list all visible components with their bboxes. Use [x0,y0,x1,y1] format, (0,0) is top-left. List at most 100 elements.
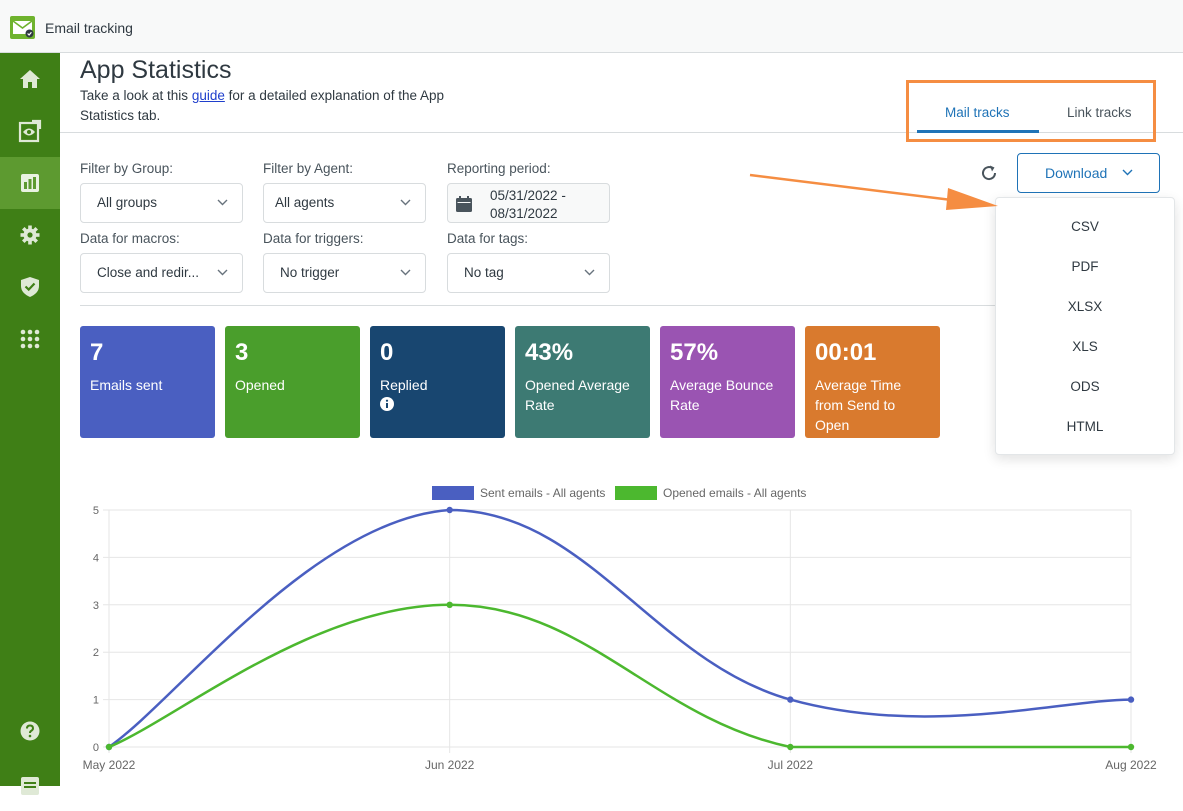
triggers-select[interactable]: No trigger [263,253,426,293]
bar-chart-icon [21,174,39,192]
download-button[interactable]: Download [1017,153,1160,193]
grid-icon [20,329,40,349]
chevron-down-icon [400,269,411,276]
chevron-down-icon [1122,169,1133,176]
reporting-period-picker[interactable]: 05/31/2022 - 08/31/2022 [447,183,610,223]
stat-label: Emails sent [90,377,163,393]
shield-check-icon [21,277,39,297]
data-point [105,743,113,751]
download-option-csv[interactable]: CSV [1071,219,1099,234]
stat-card-replied: 0 Replied [370,326,505,438]
download-option-xls[interactable]: XLS [1072,339,1098,354]
legend-label: Sent emails - All agents [480,486,605,500]
series-line [108,508,1132,749]
y-tick-label: 0 [93,742,99,754]
stat-value: 7 [90,339,104,366]
stat-value: 00:01 [815,339,877,366]
stat-card-opened-average-rate: 43% Opened Average Rate [515,326,650,438]
sidebar-item-tracking[interactable] [0,105,60,157]
page-description: Take a look at this guide for a detailed… [80,88,445,123]
sidebar-item-home[interactable] [0,53,60,105]
stat-label: Average Bounce Rate [670,377,774,413]
download-option-xlsx[interactable]: XLSX [1067,299,1103,314]
reporting-period-label: Reporting period: [447,161,551,176]
y-tick-label: 2 [93,647,99,659]
stat-label: Opened Average Rate [525,377,630,413]
page-title: App Statistics [80,56,232,84]
download-option-html[interactable]: HTML [1066,419,1104,434]
data-point [787,743,794,751]
app-title: Email tracking [45,20,133,36]
agent-select[interactable]: All agents [263,183,426,223]
header-divider [60,132,1183,133]
data-point [1127,743,1135,751]
sidebar-item-settings[interactable] [0,209,60,261]
document-icon [21,777,39,795]
tags-select[interactable]: No tag [447,253,610,293]
x-tick-label: Aug 2022 [1105,758,1157,772]
download-option-ods[interactable]: ODS [1070,379,1100,394]
legend-label: Opened emails - All agents [663,486,806,500]
main-content: App Statistics Take a look at this guide… [60,53,1183,786]
line-chart: 0 1 2 3 4 5 May 2022 Jun 2022 Jul 2022 Aug 2022 Se… [83,486,1157,772]
stat-card-average-bounce-rate: 57% Average Bounce Rate [660,326,795,438]
chevron-down-icon [584,269,595,276]
macros-select[interactable]: Close and redir... [80,253,243,293]
data-point [787,696,794,703]
calendar-icon [456,196,472,212]
gear-icon [20,225,40,245]
annotation-arrow [749,173,998,210]
chevron-down-icon [217,199,228,206]
eye-icon [18,119,42,143]
y-tick-label: 4 [93,552,99,564]
sidebar-item-statistics[interactable] [0,157,60,209]
legend-swatch [615,486,657,500]
sidebar-item-security[interactable] [0,261,60,313]
x-tick-label: May 2022 [83,758,136,772]
stat-card-opened: 3 Opened [225,326,360,438]
data-point [1127,696,1135,703]
series-line [108,603,1131,749]
stat-label: Replied [380,377,428,393]
y-tick-label: 5 [93,505,99,517]
y-tick-label: 1 [93,695,99,707]
filters-divider [80,305,1000,306]
period-end: 08/31/2022 [490,206,558,221]
filter-group-label: Filter by Group: [80,161,174,176]
stat-label: Average Time from Send to Open [815,377,902,433]
stat-card-emails-sent: 7 Emails sent [80,326,215,438]
envelope-check-icon [10,16,35,39]
period-start: 05/31/2022 - [490,188,566,203]
macros-label: Data for macros: [80,231,180,246]
tags-label: Data for tags: [447,231,529,246]
info-icon[interactable] [380,397,394,411]
triggers-label: Data for triggers: [263,231,364,246]
stat-label: Opened [235,377,285,393]
tab-link-tracks[interactable]: Link tracks [1067,105,1132,120]
tab-mail-tracks[interactable]: Mail tracks [945,105,1010,120]
legend-swatch [432,486,474,500]
chevron-down-icon [400,199,411,206]
chevron-down-icon [217,269,228,276]
stat-card-average-time: 00:01 Average Time from Send to Open [805,326,940,438]
guide-link[interactable]: guide [191,88,225,103]
group-select[interactable]: All groups [80,183,243,223]
data-point [446,506,453,514]
download-menu: CSV PDF XLSX XLS ODS HTML [995,197,1175,455]
sidebar-item-apps[interactable] [0,313,60,365]
refresh-icon[interactable] [979,163,999,183]
stat-value: 3 [235,339,249,366]
tabs-highlight-box [906,80,1156,142]
top-bar: Email tracking [0,0,1183,53]
download-option-pdf[interactable]: PDF [1071,259,1099,274]
x-tick-label: Jun 2022 [425,758,475,772]
sidebar-item-help[interactable] [0,705,60,757]
y-tick-label: 3 [93,600,99,612]
filter-agent-label: Filter by Agent: [263,161,354,176]
x-tick-label: Jul 2022 [768,758,814,772]
home-icon [20,70,40,88]
data-point [446,601,453,608]
sidebar-item-docs[interactable] [0,759,60,811]
stat-value: 43% [525,339,574,366]
active-tab-indicator [917,130,1039,133]
